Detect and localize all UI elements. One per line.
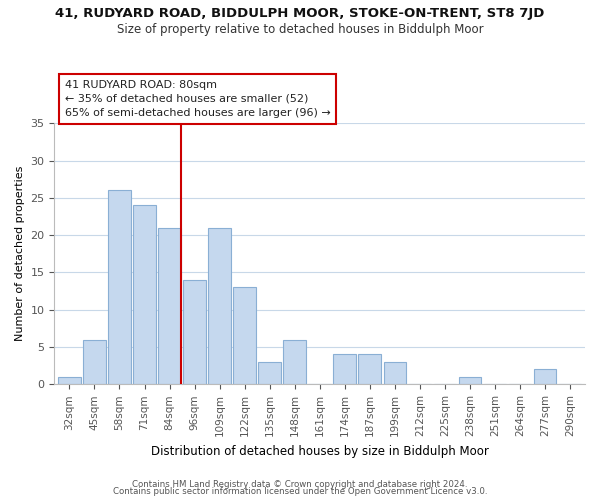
- Bar: [233, 288, 256, 384]
- Bar: [83, 340, 106, 384]
- Bar: [158, 228, 181, 384]
- Bar: [334, 354, 356, 384]
- Bar: [183, 280, 206, 384]
- Bar: [533, 370, 556, 384]
- Bar: [133, 206, 156, 384]
- Bar: [208, 228, 231, 384]
- Text: Contains HM Land Registry data © Crown copyright and database right 2024.: Contains HM Land Registry data © Crown c…: [132, 480, 468, 489]
- Text: 41, RUDYARD ROAD, BIDDULPH MOOR, STOKE-ON-TRENT, ST8 7JD: 41, RUDYARD ROAD, BIDDULPH MOOR, STOKE-O…: [55, 8, 545, 20]
- Text: Size of property relative to detached houses in Biddulph Moor: Size of property relative to detached ho…: [116, 22, 484, 36]
- Y-axis label: Number of detached properties: Number of detached properties: [15, 166, 25, 342]
- Bar: [259, 362, 281, 384]
- Bar: [383, 362, 406, 384]
- Text: 41 RUDYARD ROAD: 80sqm
← 35% of detached houses are smaller (52)
65% of semi-det: 41 RUDYARD ROAD: 80sqm ← 35% of detached…: [65, 80, 331, 118]
- Bar: [358, 354, 381, 384]
- Bar: [458, 377, 481, 384]
- Bar: [58, 377, 80, 384]
- X-axis label: Distribution of detached houses by size in Biddulph Moor: Distribution of detached houses by size …: [151, 444, 488, 458]
- Bar: [108, 190, 131, 384]
- Bar: [283, 340, 306, 384]
- Text: Contains public sector information licensed under the Open Government Licence v3: Contains public sector information licen…: [113, 487, 487, 496]
